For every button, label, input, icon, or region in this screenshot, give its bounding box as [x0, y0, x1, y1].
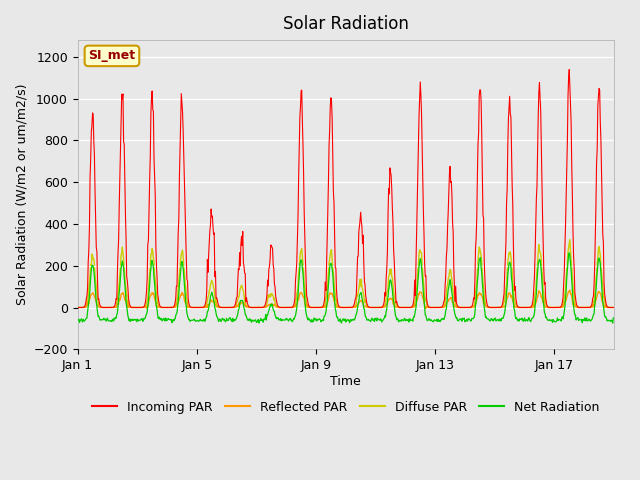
- X-axis label: Time: Time: [330, 375, 361, 388]
- Y-axis label: Solar Radiation (W/m2 or um/m2/s): Solar Radiation (W/m2 or um/m2/s): [15, 84, 28, 305]
- Title: Solar Radiation: Solar Radiation: [283, 15, 409, 33]
- Text: SI_met: SI_met: [88, 49, 136, 62]
- Legend: Incoming PAR, Reflected PAR, Diffuse PAR, Net Radiation: Incoming PAR, Reflected PAR, Diffuse PAR…: [87, 396, 605, 419]
